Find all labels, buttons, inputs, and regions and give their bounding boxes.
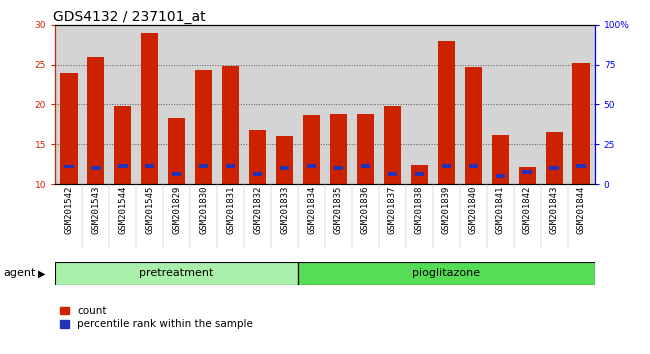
Text: GSM201834: GSM201834 — [307, 185, 316, 234]
Bar — [64, 165, 73, 169]
Bar — [325, 25, 352, 184]
Bar — [271, 25, 298, 184]
Text: GSM201831: GSM201831 — [226, 185, 235, 234]
Bar — [491, 136, 509, 184]
Bar — [298, 25, 325, 184]
Bar — [514, 25, 541, 184]
Bar — [352, 25, 379, 184]
Bar — [280, 166, 289, 170]
Bar — [487, 25, 514, 184]
Bar — [303, 115, 320, 184]
Bar — [460, 25, 487, 184]
Bar — [568, 25, 595, 184]
Bar — [406, 25, 433, 184]
Text: GSM201842: GSM201842 — [523, 185, 532, 234]
Bar — [437, 41, 455, 184]
Bar — [441, 164, 451, 167]
Bar — [357, 114, 374, 184]
Bar — [114, 106, 131, 184]
Bar — [190, 25, 217, 184]
Text: GSM201837: GSM201837 — [388, 185, 397, 234]
Text: GSM201843: GSM201843 — [550, 185, 559, 234]
Text: GSM201839: GSM201839 — [442, 185, 451, 234]
Bar — [469, 164, 478, 167]
Bar — [519, 167, 536, 184]
Bar — [361, 164, 370, 167]
Text: GSM201542: GSM201542 — [64, 185, 73, 234]
Text: pioglitazone: pioglitazone — [412, 268, 480, 279]
Bar — [307, 164, 317, 167]
Bar — [523, 170, 532, 174]
Bar — [168, 118, 185, 184]
Bar — [253, 172, 263, 176]
Bar — [298, 262, 595, 285]
Bar — [118, 164, 127, 167]
Text: GSM201545: GSM201545 — [145, 185, 154, 234]
Bar — [217, 25, 244, 184]
Text: GSM201544: GSM201544 — [118, 185, 127, 234]
Bar — [333, 166, 343, 170]
Legend: count, percentile rank within the sample: count, percentile rank within the sample — [60, 306, 253, 329]
Bar — [433, 25, 460, 184]
Bar — [136, 25, 163, 184]
Bar — [195, 70, 213, 184]
Bar — [330, 114, 347, 184]
Bar — [495, 174, 505, 178]
Text: GSM201833: GSM201833 — [280, 185, 289, 234]
Bar — [244, 25, 271, 184]
Bar — [60, 73, 77, 184]
Bar — [276, 136, 293, 184]
Text: GSM201836: GSM201836 — [361, 185, 370, 234]
Text: GSM201830: GSM201830 — [199, 185, 208, 234]
Bar — [411, 165, 428, 184]
Text: GSM201838: GSM201838 — [415, 185, 424, 234]
Bar — [545, 132, 563, 184]
Bar — [249, 130, 266, 184]
Text: GSM201832: GSM201832 — [253, 185, 262, 234]
Text: GDS4132 / 237101_at: GDS4132 / 237101_at — [53, 10, 205, 24]
Text: GSM201829: GSM201829 — [172, 185, 181, 234]
Bar — [226, 164, 235, 167]
Bar — [145, 164, 155, 167]
Bar — [379, 25, 406, 184]
Bar — [465, 67, 482, 184]
Bar — [141, 33, 159, 184]
Bar — [82, 25, 109, 184]
Text: agent: agent — [3, 268, 36, 279]
Bar — [172, 172, 181, 176]
Bar — [222, 66, 239, 184]
Text: pretreatment: pretreatment — [140, 268, 214, 279]
Text: GSM201543: GSM201543 — [91, 185, 100, 234]
Bar — [541, 25, 568, 184]
Bar — [55, 25, 83, 184]
Bar — [87, 57, 105, 184]
Bar — [55, 262, 298, 285]
Text: GSM201841: GSM201841 — [496, 185, 505, 234]
Text: GSM201835: GSM201835 — [334, 185, 343, 234]
Bar — [109, 25, 136, 184]
Bar — [573, 63, 590, 184]
Text: ▶: ▶ — [38, 268, 46, 279]
Bar — [387, 172, 397, 176]
Bar — [577, 164, 586, 167]
Bar — [384, 106, 401, 184]
Text: GSM201844: GSM201844 — [577, 185, 586, 234]
Bar — [55, 262, 298, 285]
Bar — [415, 172, 424, 176]
Text: GSM201840: GSM201840 — [469, 185, 478, 234]
Bar — [298, 262, 595, 285]
Bar — [199, 164, 209, 167]
Bar — [549, 166, 559, 170]
Bar — [91, 166, 101, 170]
Bar — [163, 25, 190, 184]
